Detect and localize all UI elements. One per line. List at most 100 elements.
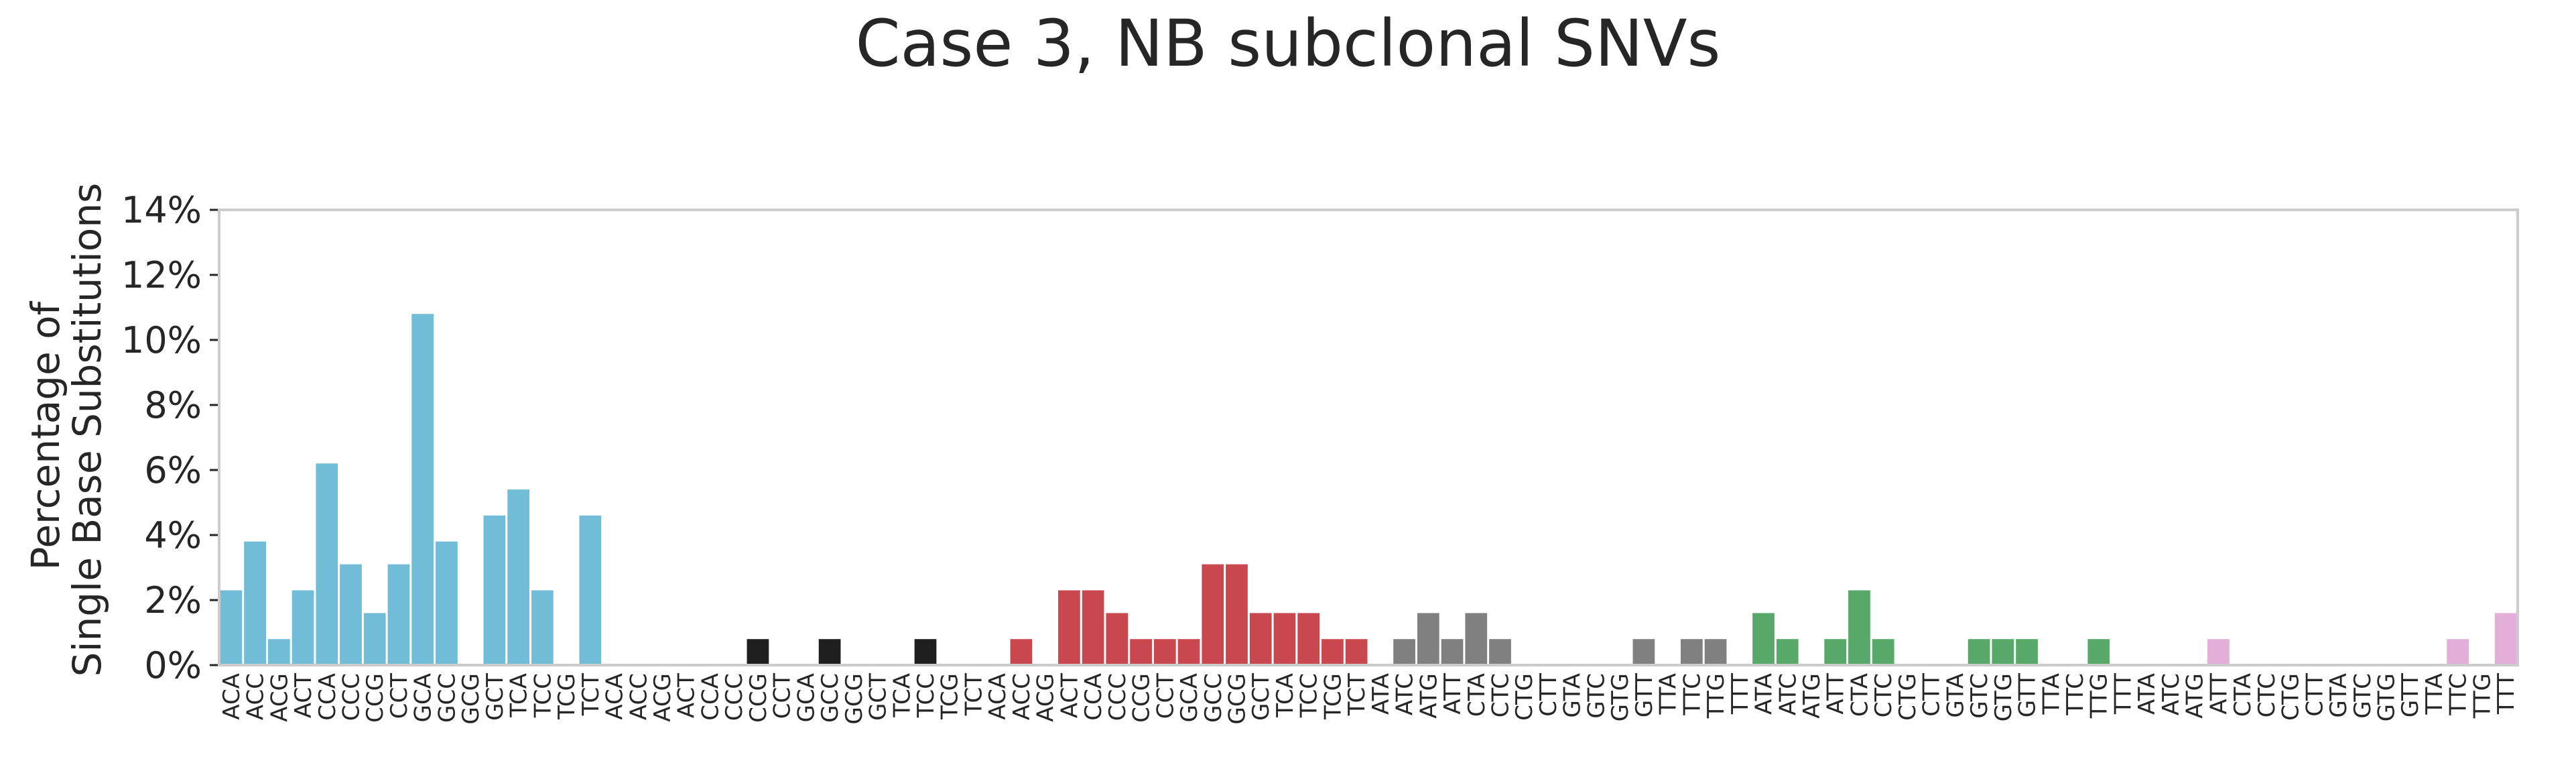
x-tick-label: GCC bbox=[434, 673, 460, 723]
x-tick-label: GCC bbox=[1200, 673, 1227, 723]
bar-7 bbox=[387, 564, 410, 665]
x-tick-label: GCC bbox=[817, 673, 844, 723]
x-tick-label: ATA bbox=[1751, 673, 1778, 715]
x-tick-label: TTG bbox=[1703, 673, 1730, 719]
bar-53 bbox=[1489, 639, 1511, 665]
x-tick-label: TCG bbox=[554, 673, 580, 720]
x-tick-label: TTT bbox=[1727, 673, 1754, 715]
x-tick-label: ACG bbox=[266, 673, 293, 722]
x-tick-label: TTT bbox=[2110, 673, 2136, 715]
x-tick-label: TTG bbox=[2469, 673, 2496, 719]
x-tick-label: GTA bbox=[1942, 673, 1969, 718]
bar-35 bbox=[1058, 590, 1080, 665]
bar-0 bbox=[220, 590, 243, 665]
x-tick-label: CCC bbox=[1104, 673, 1131, 721]
bar-15 bbox=[579, 515, 602, 665]
x-tick-label: CCC bbox=[338, 673, 365, 721]
bar-83 bbox=[2207, 639, 2230, 665]
bar-68 bbox=[1848, 590, 1870, 665]
x-tick-label: CCT bbox=[1152, 673, 1179, 719]
x-tick-label: TTG bbox=[2086, 673, 2113, 719]
x-tick-label: CCT bbox=[386, 673, 413, 719]
bar-36 bbox=[1082, 590, 1104, 665]
x-tick-label: TCA bbox=[889, 673, 915, 718]
y-tick-label: 10% bbox=[121, 319, 202, 361]
y-tick-label: 14% bbox=[121, 189, 202, 231]
y-tick-label: 6% bbox=[144, 449, 202, 491]
x-tick-label: ACT bbox=[290, 673, 317, 718]
x-tick-label: GTA bbox=[1559, 673, 1586, 718]
bar-73 bbox=[1968, 639, 1990, 665]
bar-4 bbox=[316, 463, 338, 665]
x-tick-label: CTT bbox=[2301, 673, 2328, 717]
x-tick-label: GTC bbox=[1583, 673, 1610, 719]
x-tick-label: TTC bbox=[2445, 673, 2472, 716]
x-tick-label: TTA bbox=[1655, 673, 1682, 715]
y-tick-label: 8% bbox=[144, 384, 202, 426]
x-tick-label: CCG bbox=[362, 673, 389, 723]
x-tick-label: GCT bbox=[1248, 673, 1275, 721]
bar-9 bbox=[436, 541, 458, 665]
bar-46 bbox=[1322, 639, 1344, 665]
x-tick-label: GTC bbox=[1966, 673, 1993, 719]
bar-41 bbox=[1202, 564, 1224, 665]
bar-75 bbox=[2016, 639, 2038, 665]
x-tick-label: ATG bbox=[1415, 673, 1442, 719]
y-tick-label: 12% bbox=[121, 254, 202, 296]
x-tick-label: ATT bbox=[2205, 673, 2232, 715]
x-tick-label: GTG bbox=[1990, 673, 2017, 721]
x-axis: ACAACCACGACTCCACCCCCGCCTGCAGCCGCGGCTTCAT… bbox=[218, 673, 2520, 725]
bar-93 bbox=[2447, 639, 2469, 665]
x-tick-label: TCC bbox=[1296, 673, 1323, 718]
x-tick-label: ATC bbox=[2158, 673, 2185, 715]
x-tick-label: CTG bbox=[1511, 673, 1538, 721]
x-tick-label: TCA bbox=[1272, 673, 1299, 718]
bars bbox=[220, 314, 2517, 665]
y-axis-label: Percentage of Single Base Substitutions bbox=[23, 183, 110, 677]
x-tick-label: CCT bbox=[769, 673, 796, 719]
x-tick-label: ATA bbox=[1368, 673, 1395, 715]
bar-3 bbox=[292, 590, 314, 665]
bar-78 bbox=[2087, 639, 2110, 665]
x-tick-label: ATA bbox=[2134, 673, 2161, 715]
bar-8 bbox=[411, 314, 434, 665]
bar-95 bbox=[2494, 613, 2517, 665]
bar-38 bbox=[1130, 639, 1152, 665]
x-tick-label: CTT bbox=[1919, 673, 1945, 717]
x-tick-label: TCT bbox=[1344, 673, 1370, 717]
bar-22 bbox=[747, 639, 769, 665]
x-tick-label: CTG bbox=[1894, 673, 1921, 721]
bar-74 bbox=[1992, 639, 2014, 665]
x-tick-label: TTT bbox=[2493, 673, 2520, 715]
x-tick-label: ATC bbox=[1392, 673, 1419, 715]
bar-39 bbox=[1153, 639, 1176, 665]
x-tick-label: GTA bbox=[2325, 673, 2352, 718]
y-tick-label: 2% bbox=[144, 579, 202, 622]
bar-67 bbox=[1824, 639, 1847, 665]
x-tick-label: CTC bbox=[1870, 673, 1897, 717]
x-tick-label: ATT bbox=[1439, 673, 1466, 715]
x-tick-label: ATC bbox=[1775, 673, 1801, 715]
bar-64 bbox=[1752, 613, 1775, 665]
x-tick-label: ACG bbox=[649, 673, 676, 722]
x-tick-label: TTA bbox=[2421, 673, 2448, 715]
x-tick-label: ACA bbox=[218, 673, 245, 720]
x-tick-label: GTT bbox=[2014, 673, 2041, 717]
y-axis-label-line-2: Single Base Substitutions bbox=[64, 183, 110, 677]
x-tick-label: CCC bbox=[721, 673, 748, 721]
x-tick-label: TCT bbox=[578, 673, 604, 717]
x-tick-label: TTC bbox=[1679, 673, 1705, 716]
bar-47 bbox=[1345, 639, 1368, 665]
bar-1 bbox=[244, 541, 266, 665]
bar-40 bbox=[1177, 639, 1200, 665]
x-tick-label: CCA bbox=[1080, 673, 1107, 721]
x-tick-label: CCA bbox=[697, 673, 724, 721]
bar-12 bbox=[507, 489, 529, 665]
bar-33 bbox=[1010, 639, 1033, 665]
x-tick-label: ACA bbox=[984, 673, 1011, 720]
x-tick-label: ACT bbox=[673, 673, 700, 718]
bar-43 bbox=[1249, 613, 1272, 665]
bar-25 bbox=[818, 639, 841, 665]
bar-49 bbox=[1393, 639, 1415, 665]
x-tick-label: ACG bbox=[1033, 673, 1059, 722]
